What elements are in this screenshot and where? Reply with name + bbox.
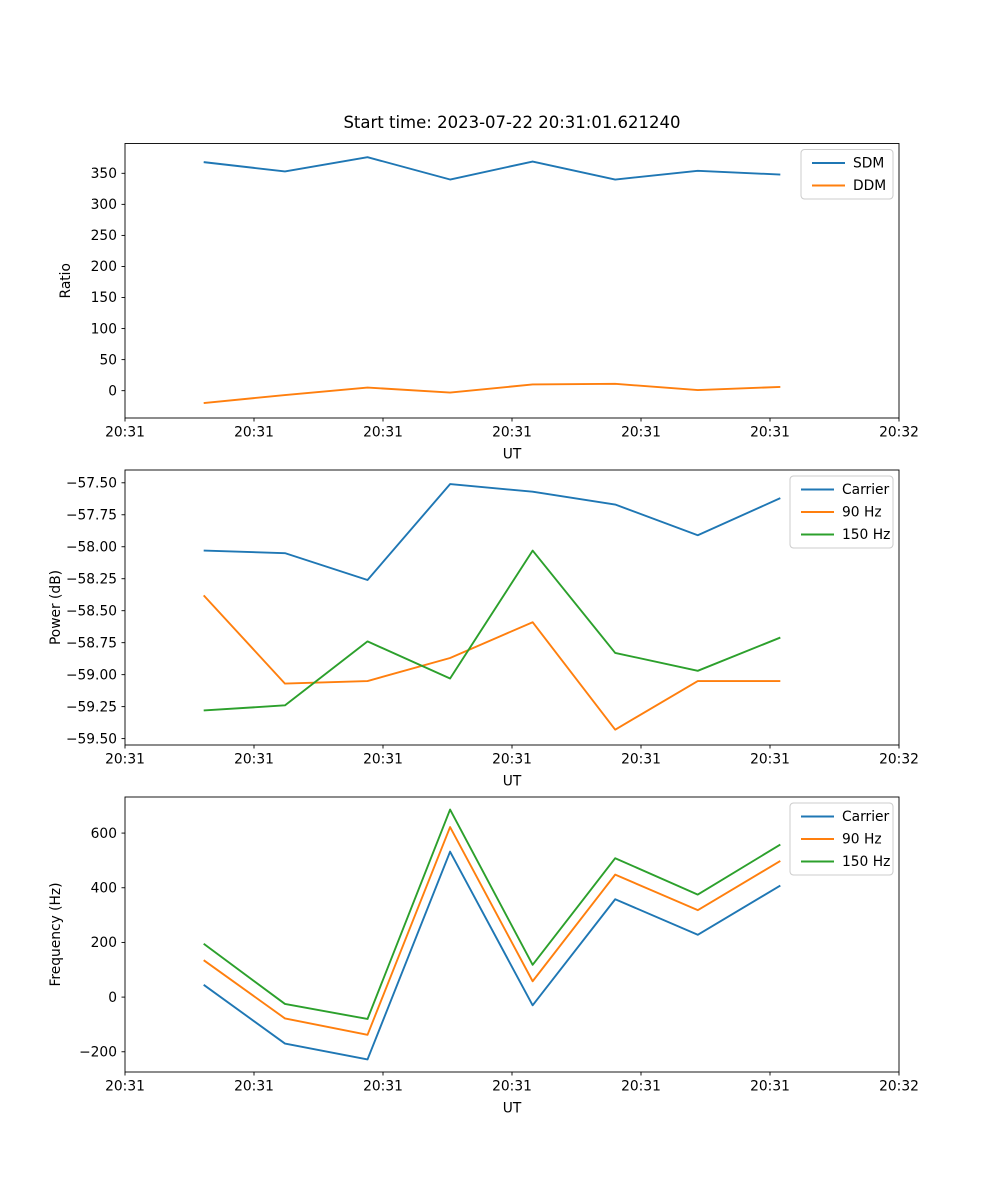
x-tick-label: 20:32 [879,1079,919,1095]
ratio-ylabel: Ratio [58,263,74,298]
y-tick-label: 150 [91,290,117,306]
150-hz-line [203,808,781,1020]
90-hz-line [203,826,781,1036]
legend-box [800,149,894,200]
y-tick-label: −58.50 [66,603,117,619]
y-tick-label: 400 [91,880,117,896]
legend-entry-label: SDM [853,156,884,172]
150-hz-line [203,549,781,712]
y-tick-label: −58.75 [66,635,117,651]
legend-box [789,802,894,876]
y-tick-label: −200 [79,1044,117,1060]
y-tick-label: −58.25 [66,571,117,587]
x-tick-label: 20:31 [363,752,403,768]
carrier-line [203,483,781,581]
frequency-x-ticks: 20:31 20:31 20:31 20:31 20:31 20:31 20:32 [105,1072,919,1095]
y-tick-label: 0 [108,990,117,1006]
legend-entry-label: DDM [853,178,886,194]
x-tick-label: 20:31 [621,425,661,441]
x-tick-label: 20:31 [492,425,532,441]
90-hz-line [202,594,781,731]
x-tick-label: 20:31 [363,1079,403,1095]
x-tick-label: 20:31 [234,1079,274,1095]
figure-title: Start time: 2023-07-22 20:31:01.621240 [343,113,680,132]
frequency-ylabel: Frequency (Hz) [48,882,64,986]
y-tick-label: 600 [91,826,117,842]
ddm-line [203,382,781,405]
y-tick-label: 200 [91,259,117,275]
power-ylabel: Power (dB) [48,570,64,645]
frequency-xlabel: UT [503,1101,522,1117]
legend-entry-label: 90 Hz [842,832,882,848]
ratio-legend: SDM DDM [800,149,894,200]
y-tick-label: 200 [91,935,117,951]
sdm-line [203,156,781,181]
legend-entry-label: 90 Hz [842,505,882,521]
ratio-xlabel: UT [503,447,522,463]
legend-entry-label: Carrier [842,482,890,498]
frequency-chart: 20:31 20:31 20:31 20:31 20:31 20:31 20:32 UT −20… [48,796,919,1117]
legend-entry-label: Carrier [842,809,890,825]
ratio-y-ticks: 0 50 100 150 200 250 300 350 [91,166,125,399]
y-tick-label: 100 [91,321,117,337]
carrier-line [203,850,781,1061]
power-legend: Carrier 90 Hz 150 Hz [789,475,894,549]
y-tick-label: 0 [108,383,117,399]
legend-entry-label: 150 Hz [842,854,890,870]
y-tick-label: −57.50 [66,475,117,491]
power-y-ticks: −57.50 −57.75 −58.00 −58.25 −58.50 −58.75 −59.… [66,475,125,747]
x-tick-label: 20:31 [105,1079,145,1095]
x-tick-label: 20:31 [105,425,145,441]
x-tick-label: 20:31 [492,752,532,768]
power-chart: 20:31 20:31 20:31 20:31 20:31 20:31 20:32 UT −57… [48,469,919,790]
x-tick-label: 20:31 [750,425,790,441]
subplots-group: 20:31 20:31 20:31 20:31 20:31 20:31 20:32 UT 0 50… [48,143,919,1117]
y-tick-label: −58.00 [66,539,117,555]
ratio-chart: 20:31 20:31 20:31 20:31 20:31 20:31 20:32 UT 0 50… [58,143,919,463]
power-xlabel: UT [503,774,522,790]
x-tick-label: 20:32 [879,752,919,768]
x-tick-label: 20:31 [492,1079,532,1095]
y-tick-label: −59.00 [66,667,117,683]
frequency-y-ticks: −200 0 200 400 600 [79,826,125,1060]
x-tick-label: 20:31 [234,425,274,441]
legend-entry-label: 150 Hz [842,527,890,543]
x-tick-label: 20:31 [621,1079,661,1095]
legend-box [789,475,894,549]
x-tick-label: 20:31 [105,752,145,768]
frequency-legend: Carrier 90 Hz 150 Hz [789,802,894,876]
y-tick-label: −57.75 [66,507,117,523]
y-tick-label: −59.50 [66,731,117,747]
power-axes-frame [124,469,900,746]
y-tick-label: 350 [91,166,117,182]
x-tick-label: 20:32 [879,425,919,441]
ratio-x-ticks: 20:31 20:31 20:31 20:31 20:31 20:31 20:32 [105,418,919,441]
y-tick-label: 250 [91,228,117,244]
x-tick-label: 20:31 [750,1079,790,1095]
x-tick-label: 20:31 [363,425,403,441]
y-tick-label: 50 [99,352,117,368]
x-tick-label: 20:31 [750,752,790,768]
y-tick-label: 300 [91,197,117,213]
x-tick-label: 20:31 [234,752,274,768]
x-tick-label: 20:31 [621,752,661,768]
power-x-ticks: 20:31 20:31 20:31 20:31 20:31 20:31 20:32 [105,745,919,768]
frequency-axes-frame [124,796,900,1073]
ratio-axes-frame [124,143,900,419]
y-tick-label: −59.25 [66,699,117,715]
